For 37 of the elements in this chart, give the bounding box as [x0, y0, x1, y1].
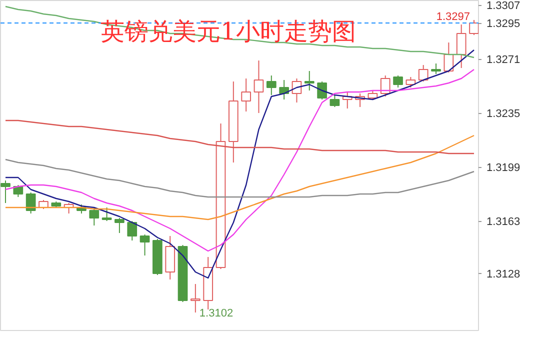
candlestick: [89, 207, 100, 226]
candlestick: [114, 218, 124, 234]
candlestick: [418, 64, 428, 82]
y-tick-label: 1.3271: [486, 54, 520, 66]
y-tick-label: 1.3199: [486, 162, 520, 174]
candlestick: [317, 81, 327, 100]
annotation: 1.3297: [436, 11, 470, 23]
candlestick: [241, 78, 252, 112]
line-series: [4, 120, 475, 154]
candlestick: [140, 234, 150, 256]
line-series: [4, 134, 475, 220]
candlestick: [254, 60, 264, 114]
candlestick: [304, 70, 314, 91]
annotation: 1.3102: [199, 308, 234, 320]
y-tick-label: 1.3128: [486, 268, 520, 280]
candlestick: [127, 220, 138, 241]
y-tick-label: 1.3307: [486, 0, 520, 12]
candlestick: [330, 94, 340, 108]
candlestick: [102, 207, 112, 222]
candlestick: [444, 42, 454, 73]
candlestick: [456, 24, 466, 68]
line-series: [4, 158, 475, 198]
y-tick-label: 1.3235: [486, 108, 520, 120]
y-tick-label: 1.3163: [486, 216, 520, 228]
candlestick: [26, 192, 36, 214]
candlestick: [380, 75, 390, 97]
line-series: [4, 49, 475, 279]
candlestick: [431, 63, 441, 74]
candlestick: [406, 76, 416, 88]
candlestick: [13, 184, 24, 198]
candlestick: [393, 75, 403, 88]
candlestick: [0, 180, 10, 204]
candlestick: [266, 75, 276, 96]
ref-line-label: 1.3295: [486, 18, 520, 30]
candlestick: [190, 284, 200, 313]
line-series: [4, 68, 475, 252]
candlestick: [469, 20, 478, 36]
